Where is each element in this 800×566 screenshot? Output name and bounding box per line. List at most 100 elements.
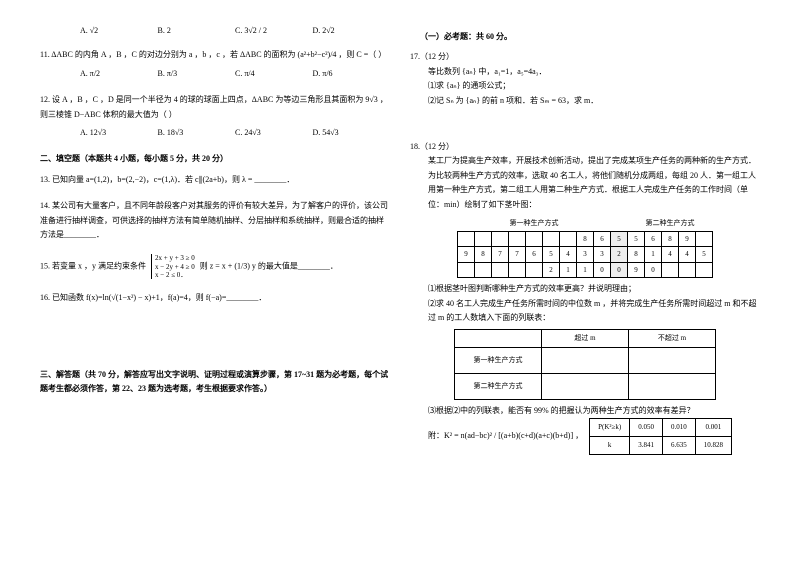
stem-cell: 7 bbox=[492, 247, 509, 263]
stem-leaf-plot: 第一种生产方式 第二种生产方式 8655689 987765433281445 … bbox=[410, 216, 760, 278]
stem-cell bbox=[475, 231, 492, 247]
q12-opt-c: C. 24√3 bbox=[235, 126, 313, 140]
kt-r2: 6.635 bbox=[662, 437, 695, 455]
q12: 12. 设 A ，B ，C ，D 是同一个半径为 4 的球的球面上四点，ΔABC… bbox=[40, 93, 390, 140]
stem-cell: 5 bbox=[628, 231, 645, 247]
section-2-header: 二、填空题（本题共 4 小题，每小题 5 分，共 20 分） bbox=[40, 152, 390, 166]
q18-part2: ⑵求 40 名工人完成生产任务所需时间的中位数 m ，并将完成生产任务所需时间超… bbox=[428, 297, 760, 326]
kt-h0: P(K²≥k) bbox=[590, 419, 630, 437]
stem-cell: 1 bbox=[645, 247, 662, 263]
ct-r2: 第二种生产方式 bbox=[455, 374, 542, 400]
stem-cell bbox=[458, 262, 475, 278]
stem-cell bbox=[696, 262, 713, 278]
stem-cell: 5 bbox=[611, 231, 628, 247]
stem-cell: 0 bbox=[611, 262, 628, 278]
ct-h1: 超过 m bbox=[542, 330, 629, 348]
q15-constraints: 2x + y + 3 ≥ 0 x − 2y + 4 ≥ 0 x − 2 ≤ 0． bbox=[151, 254, 195, 279]
contingency-table: 超过 m 不超过 m 第一种生产方式 第二种生产方式 bbox=[454, 329, 716, 400]
section-3-header: 三、解答题（共 70 分，解答应写出文字说明、证明过程或演算步骤，第 17~31… bbox=[40, 368, 390, 397]
q11-text: 11. ΔABC 的内角 A ，B ，C 的对边分别为 a ，b ，c ，若 Δ… bbox=[40, 48, 390, 62]
kt-r0: k bbox=[590, 437, 630, 455]
stem-row-0: 8655689 bbox=[458, 231, 713, 247]
stem-cell: 3 bbox=[577, 247, 594, 263]
q10-opt-d: D. 2√2 bbox=[313, 24, 391, 38]
q18-part1: ⑴根据茎叶图判断哪种生产方式的效率更高？并说明理由； bbox=[428, 282, 760, 296]
q14: 14. 某公司有大量客户，且不同年龄段客户对其服务的评价有较大差异，为了解客户的… bbox=[40, 199, 390, 242]
stem-cell: 0 bbox=[594, 262, 611, 278]
stem-h-right: 第二种生产方式 bbox=[628, 216, 713, 231]
stem-cell bbox=[458, 231, 475, 247]
q11-opt-c: C. π/4 bbox=[235, 67, 313, 81]
stem-cell: 6 bbox=[594, 231, 611, 247]
q11-opt-a: A. π/2 bbox=[80, 67, 158, 81]
q17-part2: ⑵记 Sₙ 为 {aₙ} 的前 n 项和．若 Sₘ = 63，求 m． bbox=[428, 94, 760, 108]
q18-num: 18.（12 分） bbox=[410, 140, 760, 154]
stem-cell: 3 bbox=[594, 247, 611, 263]
q15-c2: x − 2y + 4 ≥ 0 bbox=[155, 263, 195, 271]
stem-cell: 8 bbox=[577, 231, 594, 247]
stem-cell: 4 bbox=[679, 247, 696, 263]
q11-opt-d: D. π/6 bbox=[313, 67, 391, 81]
kt-r3: 10.828 bbox=[695, 437, 731, 455]
stem-cell bbox=[509, 231, 526, 247]
q15-c3: x − 2 ≤ 0． bbox=[155, 271, 187, 279]
stem-row-1: 987765433281445 bbox=[458, 247, 713, 263]
stem-table: 第一种生产方式 第二种生产方式 8655689 987765433281445 … bbox=[457, 216, 713, 278]
q11-options: A. π/2 B. π/3 C. π/4 D. π/6 bbox=[80, 67, 390, 81]
stem-cell: 6 bbox=[645, 231, 662, 247]
q10-opt-b: B. 2 bbox=[158, 24, 236, 38]
stem-cell: 2 bbox=[611, 247, 628, 263]
q12-opt-d: D. 54√3 bbox=[313, 126, 391, 140]
q17-part1: ⑴求 {aₙ} 的通项公式； bbox=[428, 79, 760, 93]
stem-cell bbox=[662, 262, 679, 278]
required-header: （一）必考题：共 60 分。 bbox=[420, 30, 760, 44]
stem-cell: 1 bbox=[560, 262, 577, 278]
stem-cell: 8 bbox=[475, 247, 492, 263]
stem-cell bbox=[526, 231, 543, 247]
kt-r1: 3.841 bbox=[630, 437, 663, 455]
stem-cell: 8 bbox=[628, 247, 645, 263]
q15-text-a: 15. 若变量 x ，y 满足约束条件 bbox=[40, 262, 146, 271]
stem-cell bbox=[679, 262, 696, 278]
stem-cell bbox=[560, 231, 577, 247]
q16: 16. 已知函数 f(x)=ln(√(1−x²) − x)+1，f(a)=4，则… bbox=[40, 291, 390, 305]
stem-cell bbox=[475, 262, 492, 278]
k-table: P(K²≥k) 0.050 0.010 0.001 k 3.841 6.635 … bbox=[589, 418, 732, 454]
kt-h1: 0.050 bbox=[630, 419, 663, 437]
right-column: （一）必考题：共 60 分。 17.（12 分） 等比数列 {aₙ} 中，a₁=… bbox=[400, 20, 770, 546]
stem-cell: 0 bbox=[645, 262, 662, 278]
stem-cell: 9 bbox=[679, 231, 696, 247]
q17: 17.（12 分） 等比数列 {aₙ} 中，a₁=1，a₅=4a₃． ⑴求 {a… bbox=[410, 50, 760, 108]
stem-cell bbox=[543, 231, 560, 247]
stem-cell: 1 bbox=[577, 262, 594, 278]
stem-cell: 8 bbox=[662, 231, 679, 247]
stem-cell: 9 bbox=[458, 247, 475, 263]
q11: 11. ΔABC 的内角 A ，B ，C 的对边分别为 a ，b ，c ，若 Δ… bbox=[40, 48, 390, 81]
ct-r1: 第一种生产方式 bbox=[455, 348, 542, 374]
stem-cell bbox=[696, 231, 713, 247]
kt-h3: 0.001 bbox=[695, 419, 731, 437]
q12-text: 12. 设 A ，B ，C ，D 是同一个半径为 4 的球的球面上四点，ΔABC… bbox=[40, 93, 390, 122]
q18-appendix: 附：K² = n(ad−bc)² / [(a+b)(c+d)(a+c)(b+d)… bbox=[428, 418, 760, 454]
stem-cell: 7 bbox=[509, 247, 526, 263]
k2-formula: 附：K² = n(ad−bc)² / [(a+b)(c+d)(a+c)(b+d)… bbox=[428, 429, 583, 443]
q15-c1: 2x + y + 3 ≥ 0 bbox=[155, 254, 195, 262]
exam-page: A. √2 B. 2 C. 3√2 / 2 D. 2√2 11. ΔABC 的内… bbox=[0, 0, 800, 566]
stem-cell: 6 bbox=[526, 247, 543, 263]
q17-num: 17.（12 分） bbox=[410, 50, 760, 64]
q18: 18.（12 分） 某工厂为提高生产效率，开展技术创新活动，提出了完成某项生产任… bbox=[410, 140, 760, 455]
q12-options: A. 12√3 B. 18√3 C. 24√3 D. 54√3 bbox=[80, 126, 390, 140]
q10-opt-c: C. 3√2 / 2 bbox=[235, 24, 313, 38]
q15-text-b: 则 z = x + (1/3) y 的最大值是________． bbox=[200, 262, 338, 271]
q12-opt-b: B. 18√3 bbox=[158, 126, 236, 140]
stem-cell bbox=[492, 231, 509, 247]
stem-cell bbox=[526, 262, 543, 278]
stem-cell: 4 bbox=[560, 247, 577, 263]
stem-cell: 9 bbox=[628, 262, 645, 278]
q18-body: 某工厂为提高生产效率，开展技术创新活动，提出了完成某项生产任务的两种新的生产方式… bbox=[428, 154, 760, 212]
stem-cell: 2 bbox=[543, 262, 560, 278]
q18-part3: ⑶根据⑵中的列联表，能否有 99% 的把握认为两种生产方式的效率有差异？ bbox=[428, 404, 760, 418]
stem-cell: 5 bbox=[543, 247, 560, 263]
q10-options: A. √2 B. 2 C. 3√2 / 2 D. 2√2 bbox=[80, 24, 390, 38]
q10-opt-a: A. √2 bbox=[80, 24, 158, 38]
